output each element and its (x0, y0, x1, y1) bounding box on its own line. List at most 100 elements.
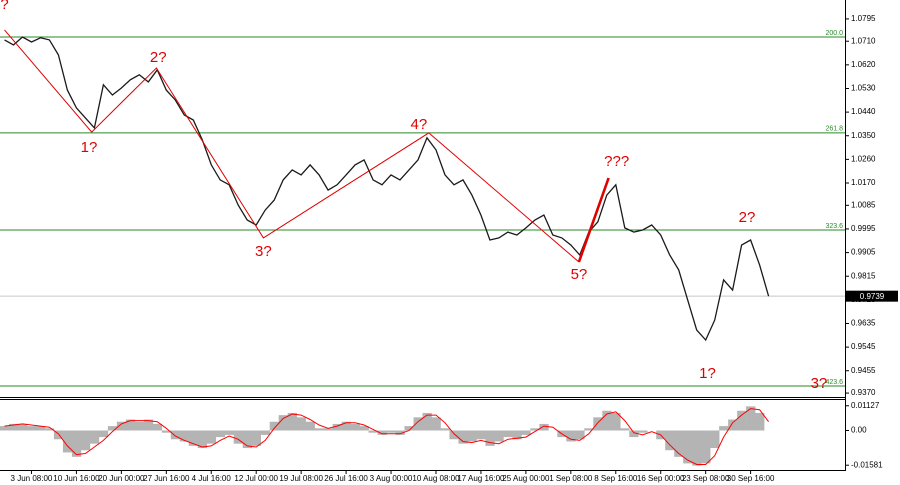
wave-label: 1? (81, 139, 98, 156)
histogram-bar (251, 430, 261, 446)
histogram-bar (161, 430, 172, 433)
histogram-bar (593, 417, 603, 431)
histogram-bar (494, 430, 504, 442)
histogram-bar (755, 412, 765, 431)
histogram-bar (368, 430, 378, 433)
histogram-bar (665, 430, 675, 451)
wave-label: ? (0, 0, 8, 13)
y-tick-label: -0.01581 (851, 460, 883, 469)
histogram-bar (737, 410, 747, 431)
histogram-bar (395, 430, 405, 435)
histogram-bar (305, 421, 315, 431)
x-tick-label: 30 Sep 16:00 (727, 474, 775, 483)
histogram-bar (71, 430, 82, 457)
histogram-bar (449, 430, 459, 440)
histogram-bar (611, 412, 621, 431)
histogram-bar (467, 430, 477, 442)
x-tick-label: 10 Jun 16:00 (53, 474, 100, 483)
histogram-bar (683, 430, 693, 464)
y-tick-label: 1.0530 (851, 84, 876, 93)
x-tick-label: 16 Sep 00:00 (637, 474, 685, 483)
histogram-bar (188, 430, 199, 446)
x-tick-label: 1 Sep 08:00 (549, 474, 593, 483)
histogram-bar (35, 426, 46, 431)
histogram-bar (566, 430, 576, 442)
wave-label: 3? (811, 375, 828, 392)
y-tick-label: 0.9815 (851, 271, 876, 280)
y-tick-label: 0.9455 (851, 366, 876, 375)
x-tick-label: 3 Jun 08:00 (11, 474, 53, 483)
y-tick-label: 0.00 (851, 426, 867, 435)
histogram-bar (602, 410, 612, 431)
histogram-bar (584, 428, 594, 431)
histogram-bar (296, 417, 306, 431)
histogram-bar (80, 430, 91, 451)
wave-label: 3? (255, 243, 272, 260)
fib-level-label: 323.6 (825, 223, 843, 230)
histogram-bar (476, 430, 486, 440)
histogram-bar (512, 430, 522, 440)
histogram-bar (323, 428, 333, 431)
histogram-bar (422, 412, 432, 431)
histogram-bar (746, 406, 756, 431)
fib-level-label: 261.8 (825, 126, 843, 133)
histogram-bar (332, 423, 342, 431)
histogram-bar (269, 421, 279, 431)
histogram-bar (377, 430, 387, 435)
x-tick-label: 8 Sep 16:00 (594, 474, 638, 483)
histogram-bar (710, 430, 720, 449)
x-tick-label: 10 Aug 08:00 (412, 474, 460, 483)
y-tick-label: 1.0350 (851, 131, 876, 140)
y-tick-label: 1.0170 (851, 178, 876, 187)
y-tick-label: 0.9995 (851, 224, 876, 233)
price-line (4, 36, 770, 342)
histogram-bar (386, 430, 396, 433)
histogram-bar (530, 428, 540, 431)
x-tick-label: 17 Aug 16:00 (457, 474, 505, 483)
wave-label: 1? (699, 365, 716, 382)
y-tick-label: 0.9370 (851, 388, 876, 397)
histogram-bar (404, 426, 414, 431)
histogram-bar (287, 412, 297, 431)
y-tick-label: 0.01127 (851, 401, 880, 410)
histogram-bar (242, 430, 253, 449)
y-tick-label: 1.0795 (851, 14, 876, 23)
histogram-bar (314, 428, 324, 431)
histogram-bar (53, 430, 64, 440)
histogram-bar (350, 423, 360, 431)
histogram-bar (8, 423, 19, 431)
x-tick-label: 3 Aug 00:00 (370, 474, 413, 483)
histogram-bar (431, 417, 441, 431)
histogram-bar (143, 419, 154, 431)
histogram-bar (341, 421, 351, 431)
histogram-bar (278, 415, 288, 431)
histogram-bar (44, 428, 55, 431)
current-price-box (846, 290, 898, 302)
histogram-bar (215, 430, 226, 438)
y-tick-label: 1.0260 (851, 154, 876, 163)
current-price-label: 0.9739 (860, 292, 885, 301)
wave-label: 5? (571, 266, 588, 283)
y-tick-label: 1.0620 (851, 60, 876, 69)
x-tick-label: 25 Aug 00:00 (502, 474, 550, 483)
histogram-bar (134, 421, 145, 431)
histogram-bar (701, 430, 711, 464)
histogram-bar (539, 423, 549, 431)
histogram-bar (692, 430, 702, 466)
histogram-bar (125, 419, 136, 431)
x-tick-label: 12 Jul 00:00 (234, 474, 278, 483)
histogram-bar (260, 430, 270, 435)
y-tick-label: 1.0710 (851, 36, 876, 45)
histogram-bar (0, 426, 10, 431)
histogram-bar (359, 426, 369, 431)
x-tick-label: 27 Jun 16:00 (143, 474, 190, 483)
histogram-bar (206, 430, 217, 444)
wave-line (4, 29, 580, 263)
histogram-bar (728, 419, 738, 431)
histogram-bar (107, 426, 118, 431)
wave-label: 2? (150, 49, 167, 66)
y-tick-label: 0.9635 (851, 319, 876, 328)
histogram-bar (638, 430, 648, 433)
histogram-bar (179, 430, 190, 442)
